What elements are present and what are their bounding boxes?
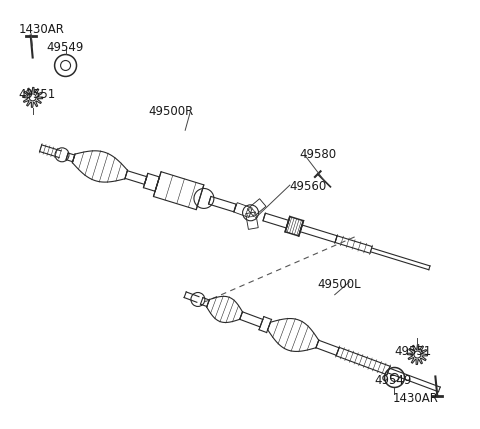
- Text: 49500R: 49500R: [148, 106, 193, 118]
- Text: 1430AR: 1430AR: [19, 23, 65, 36]
- Text: 49549: 49549: [47, 41, 84, 54]
- Text: 1430AR: 1430AR: [393, 393, 438, 405]
- Text: 49580: 49580: [300, 148, 337, 161]
- Text: 49551: 49551: [19, 88, 56, 101]
- Text: 49551: 49551: [395, 344, 432, 358]
- Text: 49549: 49549: [374, 375, 412, 387]
- Text: 49560: 49560: [290, 180, 327, 193]
- Text: 49500L: 49500L: [318, 278, 361, 291]
